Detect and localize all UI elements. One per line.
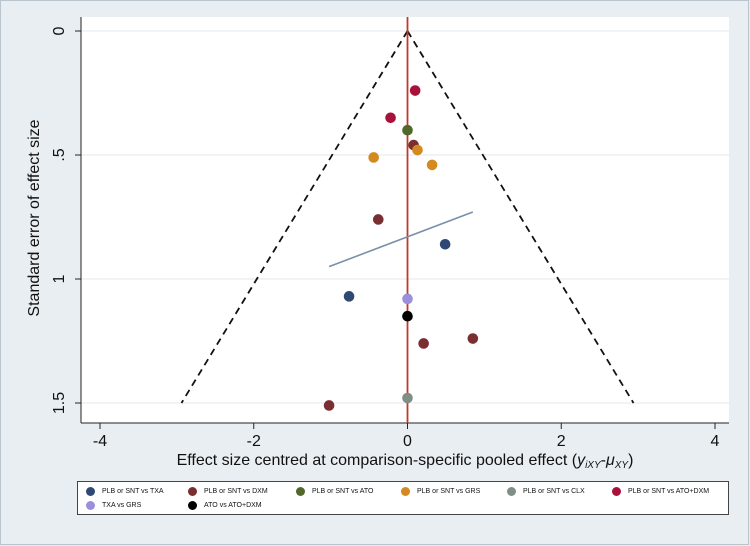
legend-marker — [86, 487, 95, 496]
x-axis-label-close: ) — [628, 452, 633, 469]
data-point-series-0 — [439, 238, 451, 250]
legend-item-ato: PLB or SNT vs ATO — [296, 487, 373, 496]
legend-marker — [86, 501, 95, 510]
x-axis-label-sub2: XY — [614, 460, 630, 471]
legend-label: PLB or SNT vs CLX — [523, 488, 585, 495]
legend-label: ATO vs ATO+DXM — [204, 502, 262, 509]
y-tick-label: 0 — [51, 26, 68, 35]
x-axis-label-mu: μ — [605, 452, 615, 469]
legend-item-txa: PLB or SNT vs TXA — [86, 487, 164, 496]
legend-item-dxm: PLB or SNT vs DXM — [188, 487, 268, 496]
data-point-series-3 — [426, 159, 438, 171]
data-point-series-7 — [402, 310, 413, 322]
regression-line — [328, 211, 474, 268]
x-axis-label-sub1: iXY — [585, 460, 602, 471]
x-tick-label: -2 — [247, 433, 261, 450]
funnel-boundary-line — [180, 30, 409, 404]
legend-label: TXA vs GRS — [102, 502, 142, 509]
legend-marker — [401, 487, 410, 496]
legend-marker — [296, 487, 305, 496]
legend-item-clx: PLB or SNT vs CLX — [507, 487, 585, 496]
legend-marker — [612, 487, 621, 496]
y-tick-label: 1.5 — [51, 392, 68, 414]
data-point-series-3 — [412, 144, 423, 156]
gridlines — [81, 30, 729, 404]
legend: PLB or SNT vs TXA PLB or SNT vs DXM PLB … — [77, 481, 729, 515]
x-tick-label: 2 — [557, 433, 566, 450]
x-axis-label-text: Effect size centred at comparison-specif… — [177, 452, 578, 469]
funnel-lines — [180, 30, 635, 404]
legend-marker — [507, 487, 516, 496]
y-tick-label: .5 — [51, 148, 68, 161]
data-point-series-0 — [343, 291, 355, 302]
legend-label: PLB or SNT vs ATO — [312, 488, 374, 495]
x-axis-label: Effect size centred at comparison-specif… — [177, 452, 634, 471]
data-point-series-1 — [467, 333, 479, 344]
x-tick-label: 4 — [711, 433, 720, 450]
data-point-series-5 — [409, 85, 421, 96]
data-point-series-4 — [402, 392, 413, 404]
plot-area — [81, 17, 729, 423]
x-axis-ticks: -4 -2 0 2 4 — [93, 423, 720, 450]
x-tick-label: 0 — [403, 433, 412, 450]
legend-label: PLB or SNT vs ATO+DXM — [628, 488, 710, 495]
legend-label: PLB or SNT vs TXA — [102, 488, 164, 495]
legend-marker — [188, 487, 197, 496]
data-point-series-3 — [368, 152, 379, 163]
data-point-series-6 — [402, 293, 413, 305]
legend-label: PLB or SNT vs GRS — [417, 488, 481, 495]
x-axis-label-minus: - — [601, 452, 606, 469]
legend-label: PLB or SNT vs DXM — [204, 488, 268, 495]
data-point-series-1 — [418, 338, 429, 349]
x-tick-label: -4 — [93, 433, 107, 450]
data-point-series-1 — [372, 214, 384, 225]
y-tick-label: 1 — [51, 274, 68, 283]
data-points — [323, 85, 479, 411]
x-axis-label-y: y — [576, 452, 586, 469]
funnel-boundary-line — [406, 30, 635, 404]
legend-item-ato-atodxm: ATO vs ATO+DXM — [188, 501, 262, 510]
y-axis-ticks: 0 .5 1 1.5 — [51, 26, 81, 414]
legend-item-txa-grs: TXA vs GRS — [86, 501, 141, 510]
y-axis-label: Standard error of effect size — [26, 119, 43, 316]
data-point-series-2 — [402, 124, 413, 136]
legend-marker — [188, 501, 197, 510]
data-point-series-1 — [323, 400, 335, 411]
data-point-series-5 — [385, 112, 396, 124]
legend-item-grs: PLB or SNT vs GRS — [401, 487, 480, 496]
legend-item-ato-dxm: PLB or SNT vs ATO+DXM — [612, 487, 709, 496]
